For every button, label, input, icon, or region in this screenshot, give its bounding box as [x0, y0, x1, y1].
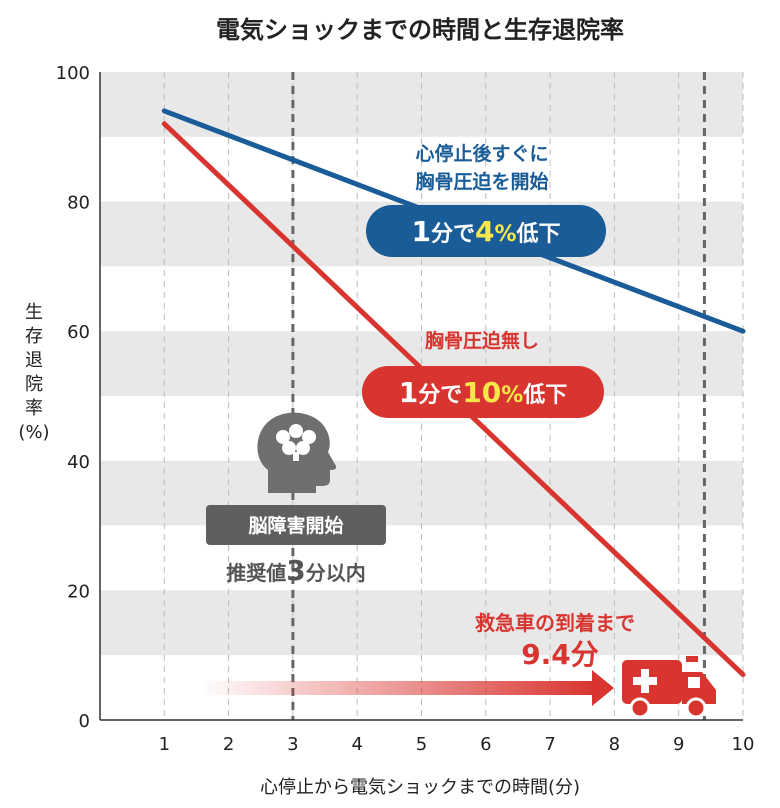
y-tick-label: 0 — [79, 711, 90, 732]
reference-lines — [291, 72, 706, 720]
x-tick-label: 1 — [159, 734, 170, 755]
x-tick-label: 2 — [223, 734, 234, 755]
red-pill-decrease: 低下 — [522, 383, 567, 408]
axes — [99, 72, 743, 721]
x-tick-label: 10 — [732, 734, 755, 755]
y-tick-labels: 0 20 40 60 80 100 — [56, 63, 90, 732]
chart-title: 電気ショックまでの時間と生存退院率 — [216, 16, 624, 44]
red-pill-num1: 1 — [399, 376, 418, 409]
brain-label-box — [206, 505, 386, 545]
arrival-arrow-shaft — [200, 681, 594, 695]
ambulance-caption: 救急車の到着まで — [475, 611, 635, 635]
brain-sub-a: 推奨値 — [226, 561, 286, 585]
blue-caption-line2: 胸骨圧迫を開始 — [415, 170, 548, 193]
arrival-arrow-head — [592, 670, 614, 706]
red-pill-pct: % — [501, 383, 523, 408]
y-axis-label: 生存退院率 (%) — [18, 302, 49, 443]
brain-sub-c: 分以内 — [306, 561, 366, 585]
brain-label: 脳障害開始 — [247, 514, 343, 537]
x-tick-label: 3 — [287, 734, 298, 755]
red-caption: 胸骨圧迫無し — [425, 329, 539, 352]
ambulance-icon — [622, 656, 716, 719]
blue-pill-unit: 分で — [431, 222, 475, 247]
blue-pill-text: 1分で4%低下 — [411, 215, 560, 248]
blue-pill-decrease: 低下 — [516, 222, 561, 247]
ambulance-value: 9.4分 — [521, 638, 599, 671]
blue-pill — [366, 205, 606, 257]
x-tick-labels: 1 2 3 4 5 6 7 8 9 10 — [159, 734, 755, 755]
x-tick-label: 8 — [609, 734, 620, 755]
x-tick-label: 5 — [416, 734, 427, 755]
y-axis-label-char: 存 — [25, 326, 43, 347]
brain-sub: 推奨値3分以内 — [226, 554, 365, 587]
blue-pill-pct: % — [494, 222, 516, 247]
y-tick-label: 20 — [67, 581, 90, 602]
red-pill-num2: 10 — [462, 376, 501, 409]
blue-caption-line1: 心停止後すぐに — [415, 142, 548, 165]
x-tick-label: 9 — [673, 734, 684, 755]
blue-pill-num1: 1 — [411, 215, 430, 248]
brain-sub-b: 3 — [286, 554, 305, 587]
red-pill — [362, 366, 604, 418]
y-tick-label: 80 — [67, 193, 90, 214]
x-tick-label: 6 — [480, 734, 491, 755]
x-tick-label: 4 — [351, 734, 362, 755]
y-axis-label-char: 院 — [25, 374, 43, 395]
y-tick-label: 40 — [67, 452, 90, 473]
y-axis-label-char: 退 — [25, 350, 43, 371]
x-tick-label: 7 — [544, 734, 555, 755]
x-axis-label: 心停止から電気ショックまでの時間(分) — [260, 777, 580, 798]
brain-head-icon — [257, 412, 337, 493]
y-axis-label-char: 率 — [25, 398, 43, 419]
y-tick-label: 100 — [56, 63, 90, 84]
red-pill-text: 1分で10%低下 — [399, 376, 568, 409]
red-pill-unit: 分で — [418, 383, 462, 408]
blue-pill-num2: 4 — [475, 215, 494, 248]
y-axis-label-char: 生 — [25, 302, 43, 323]
y-axis-label-char: (%) — [18, 422, 49, 443]
y-tick-label: 60 — [67, 322, 90, 343]
